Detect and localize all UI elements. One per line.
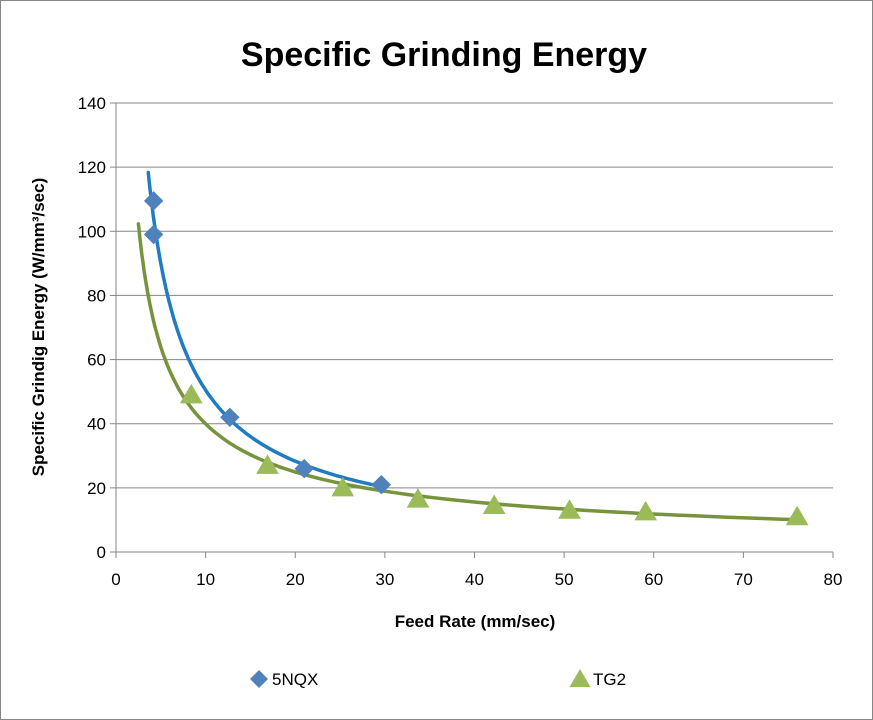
x-tick-label: 80 <box>824 570 843 589</box>
point-5nqx <box>143 224 164 245</box>
chart-title: Specific Grinding Energy <box>241 36 647 74</box>
point-tg2 <box>406 488 430 508</box>
y-tick-labels: 0 20 40 60 80 100 120 140 <box>78 94 106 562</box>
legend: 5NQX TG2 <box>250 669 626 689</box>
x-tick-label: 30 <box>375 570 394 589</box>
y-tick-label: 0 <box>97 543 106 562</box>
point-5nqx <box>294 458 314 479</box>
x-tick-label: 60 <box>644 570 663 589</box>
point-tg2 <box>331 476 355 497</box>
y-tick-label: 20 <box>87 479 106 498</box>
point-5nqx <box>371 474 391 495</box>
point-tg2 <box>482 494 506 514</box>
point-tg2 <box>179 383 203 404</box>
y-tick-label: 140 <box>78 94 106 113</box>
point-5nqx <box>143 191 164 211</box>
legend-marker-5nqx <box>250 670 268 688</box>
trendline-tg2 <box>136 222 804 522</box>
point-tg2 <box>634 500 658 521</box>
y-tick-label: 60 <box>87 351 106 370</box>
y-tick-label: 120 <box>78 158 106 177</box>
x-tick-label: 50 <box>555 570 574 589</box>
point-tg2 <box>256 454 279 474</box>
legend-label-tg2: TG2 <box>593 670 626 689</box>
y-axis-label: Specific Grindig Energy (W/mm³/sec) <box>29 178 48 477</box>
x-tick-label: 70 <box>734 570 753 589</box>
legend-item-tg2: TG2 <box>569 669 626 689</box>
x-tick-label: 10 <box>196 570 215 589</box>
legend-label-5nqx: 5NQX <box>272 670 318 689</box>
y-tick-label: 100 <box>78 222 106 241</box>
point-5nqx <box>220 407 240 428</box>
x-tick-label: 20 <box>286 570 305 589</box>
x-tick-labels: 0 10 20 30 40 50 60 70 80 <box>111 570 842 589</box>
point-tg2 <box>558 499 581 519</box>
grid-lines <box>116 102 833 489</box>
y-tick-label: 40 <box>87 415 106 434</box>
x-tick-label: 40 <box>465 570 484 589</box>
trendline-5nqx <box>146 170 385 489</box>
legend-marker-tg2 <box>569 669 591 687</box>
x-tick-label: 0 <box>111 570 120 589</box>
data-points <box>143 191 809 526</box>
point-tg2 <box>785 505 809 526</box>
trend-lines <box>136 170 804 522</box>
x-axis-label: Feed Rate (mm/sec) <box>395 612 556 631</box>
legend-item-5nqx: 5NQX <box>250 670 318 689</box>
y-tick-label: 80 <box>87 286 106 305</box>
axes <box>110 102 834 558</box>
